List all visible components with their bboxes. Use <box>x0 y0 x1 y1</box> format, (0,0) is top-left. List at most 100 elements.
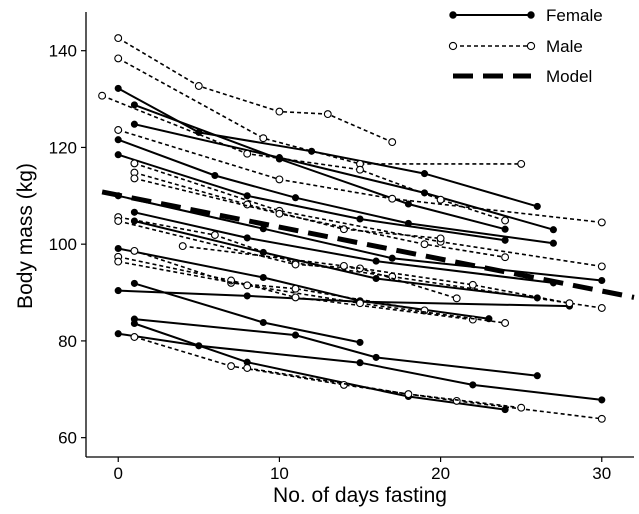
data-point <box>130 159 139 168</box>
data-point <box>372 274 380 283</box>
data-point <box>291 331 300 339</box>
data-point <box>597 304 606 312</box>
series-line <box>134 336 602 420</box>
female-series-4 <box>114 136 557 247</box>
data-point <box>291 284 300 293</box>
data-point <box>501 319 510 327</box>
data-point <box>420 240 429 249</box>
data-point <box>275 209 284 218</box>
series-line <box>134 318 538 377</box>
male-series-27 <box>178 242 574 308</box>
data-point <box>243 149 252 158</box>
legend: Female Male Model <box>448 6 603 86</box>
series-line <box>117 57 522 165</box>
data-point <box>501 216 510 225</box>
male-series-26 <box>114 257 510 327</box>
data-point <box>356 338 364 346</box>
ticks-layer: 0 10 20 30 60 80 100 120 140 <box>49 42 612 483</box>
data-point <box>114 126 123 134</box>
legend-label: Model <box>546 67 592 86</box>
data-point <box>533 372 541 380</box>
male-series-21 <box>130 174 510 262</box>
data-point <box>469 381 477 389</box>
legend-swatch-point <box>448 41 458 51</box>
data-point <box>388 254 396 262</box>
data-point <box>533 202 541 210</box>
male-series-23 <box>114 217 461 303</box>
x-axis-title: No. of days fasting <box>273 484 447 507</box>
y-tick-label: 100 <box>49 235 77 254</box>
x-tick-label: 20 <box>431 464 450 483</box>
data-point <box>339 261 348 270</box>
data-point <box>356 359 364 367</box>
model-layer <box>101 189 635 300</box>
data-point <box>114 257 123 266</box>
data-point <box>501 225 509 233</box>
data-point <box>114 217 123 225</box>
male-series-18 <box>114 126 606 227</box>
data-point <box>597 218 606 227</box>
data-point <box>501 253 510 262</box>
data-point <box>275 175 284 184</box>
data-point <box>275 107 284 116</box>
data-point <box>356 299 364 308</box>
data-point <box>114 84 122 92</box>
data-point <box>404 390 413 399</box>
data-point <box>339 380 348 389</box>
male-series-28 <box>130 333 606 423</box>
data-point <box>549 239 557 247</box>
female-series-12 <box>130 315 541 380</box>
data-point <box>114 136 122 144</box>
male-series-15 <box>114 34 397 147</box>
series-line <box>118 220 457 300</box>
data-point <box>598 276 606 285</box>
legend-item-male: Male <box>448 37 583 56</box>
female-series-14 <box>114 330 606 404</box>
x-tick-label: 0 <box>114 464 123 483</box>
data-point <box>404 200 412 208</box>
data-point <box>114 244 122 253</box>
data-point <box>130 174 139 183</box>
data-point <box>517 159 526 168</box>
legend-label: Female <box>546 6 603 25</box>
data-point <box>291 293 300 302</box>
data-point <box>211 171 219 180</box>
series-line <box>134 177 506 258</box>
data-point <box>372 353 380 361</box>
y-tick-label: 80 <box>58 332 77 351</box>
data-point <box>468 280 477 289</box>
data-point <box>517 403 526 412</box>
data-point <box>372 257 380 265</box>
female-series-5 <box>114 151 509 244</box>
data-point <box>598 396 606 404</box>
data-point <box>114 54 123 63</box>
data-point <box>194 82 203 90</box>
data-point <box>130 101 138 109</box>
data-point <box>130 319 138 328</box>
data-point <box>114 287 122 295</box>
data-point <box>243 292 251 300</box>
series-line <box>182 245 570 304</box>
data-point <box>243 234 251 242</box>
data-point <box>259 134 268 143</box>
data-point <box>452 396 461 405</box>
series-line <box>118 260 506 324</box>
legend-label: Male <box>546 37 583 56</box>
data-point <box>114 330 122 338</box>
data-point <box>243 281 252 290</box>
data-point <box>130 120 138 128</box>
data-point <box>114 34 123 43</box>
male-series-16 <box>114 54 526 168</box>
female-series-1 <box>114 84 541 210</box>
series-line <box>134 211 554 284</box>
data-point <box>436 195 445 204</box>
data-point <box>549 226 557 234</box>
axes-layer <box>85 12 634 458</box>
data-point <box>388 138 397 147</box>
data-point <box>243 192 251 200</box>
data-point <box>259 273 267 282</box>
series-line <box>117 37 393 143</box>
series-line <box>117 129 602 224</box>
data-point <box>130 333 139 341</box>
